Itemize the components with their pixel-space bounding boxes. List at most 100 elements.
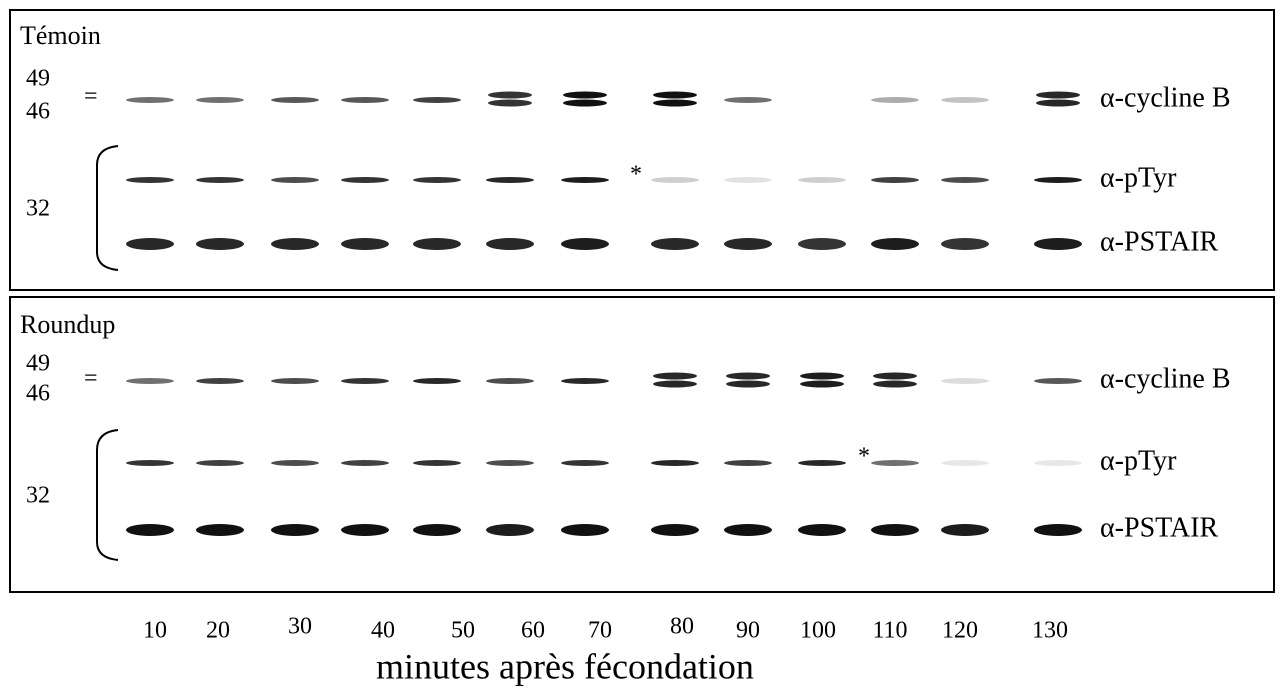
marker: =: [84, 84, 98, 110]
band: [486, 524, 534, 536]
band: [488, 91, 532, 99]
band: [941, 460, 989, 466]
marker: 32: [26, 483, 50, 509]
band: [651, 524, 699, 536]
x-label: 110: [872, 618, 907, 644]
x-label: 130: [1032, 618, 1068, 644]
band: [724, 177, 772, 183]
x-label: 70: [588, 618, 612, 644]
band: [196, 460, 244, 466]
band: [653, 380, 697, 388]
band: [651, 460, 699, 466]
band: [561, 460, 609, 466]
band: [871, 238, 919, 250]
x-label: 20: [206, 618, 230, 644]
band: [341, 524, 389, 536]
bracket: [96, 145, 119, 271]
marker: 49: [26, 351, 50, 377]
band: [724, 97, 772, 103]
band: [126, 460, 174, 466]
band: [341, 97, 389, 103]
band: [126, 97, 174, 103]
band: [798, 177, 846, 183]
band: [413, 177, 461, 183]
band: [126, 177, 174, 183]
band: [873, 380, 917, 388]
band: [724, 460, 772, 466]
row-label: α-pTyr: [1100, 445, 1177, 476]
marker: 46: [26, 99, 50, 125]
row-label: α-pTyr: [1100, 162, 1177, 193]
band: [271, 378, 319, 384]
band: [341, 238, 389, 250]
band: [653, 372, 697, 380]
band: [871, 97, 919, 103]
band: [724, 524, 772, 536]
x-label: 80: [670, 614, 694, 640]
panel-title: Témoin: [20, 21, 101, 50]
band: [941, 177, 989, 183]
band: [413, 238, 461, 250]
band: [486, 460, 534, 466]
band: [271, 524, 319, 536]
marker: 32: [26, 196, 50, 222]
band: [1036, 99, 1080, 107]
band: [651, 177, 699, 183]
band: [126, 524, 174, 536]
band: [563, 99, 607, 107]
band: [563, 91, 607, 99]
band: [486, 378, 534, 384]
band: [798, 238, 846, 250]
band: [341, 460, 389, 466]
band: [413, 97, 461, 103]
band: [561, 524, 609, 536]
band: [271, 238, 319, 250]
band: [271, 460, 319, 466]
band: [726, 372, 770, 380]
marker: 46: [26, 381, 50, 407]
band: [941, 238, 989, 250]
band: [488, 99, 532, 107]
band: [1036, 91, 1080, 99]
band: [126, 378, 174, 384]
band: [196, 177, 244, 183]
row-label: α-cycline B: [1100, 363, 1231, 394]
x-label: 60: [521, 618, 545, 644]
band: [1034, 460, 1082, 466]
band: [413, 460, 461, 466]
bracket: [96, 429, 119, 561]
band: [653, 99, 697, 107]
band: [1034, 177, 1082, 183]
x-label: 50: [451, 618, 475, 644]
band: [871, 524, 919, 536]
band: [726, 380, 770, 388]
band: [798, 524, 846, 536]
band: [341, 378, 389, 384]
marker: 49: [26, 66, 50, 92]
x-label: 90: [736, 618, 760, 644]
x-label: 30: [288, 614, 312, 640]
band: [800, 372, 844, 380]
band: [271, 97, 319, 103]
band: [800, 380, 844, 388]
panel-frame: [9, 9, 1275, 291]
band: [798, 460, 846, 466]
panel-title: Roundup: [20, 310, 115, 339]
x-label: 40: [371, 618, 395, 644]
band: [126, 238, 174, 250]
band: [941, 97, 989, 103]
band: [196, 238, 244, 250]
band: [271, 177, 319, 183]
band: [561, 238, 609, 250]
band: [941, 524, 989, 536]
marker: =: [84, 366, 98, 392]
band: [1034, 238, 1082, 250]
row-label: α-PSTAIR: [1100, 512, 1219, 543]
band: [941, 378, 989, 384]
band: [196, 97, 244, 103]
band: [196, 524, 244, 536]
x-label: 100: [800, 618, 836, 644]
band: [561, 378, 609, 384]
band: [561, 177, 609, 183]
